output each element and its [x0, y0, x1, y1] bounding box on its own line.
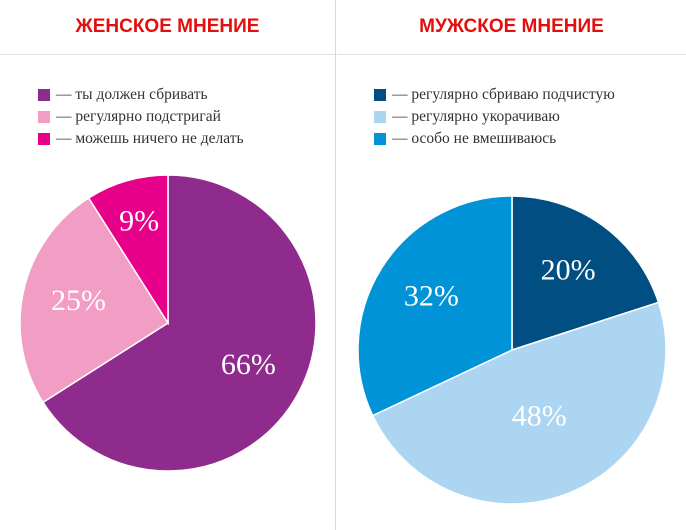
pie-data-label: 20% [541, 254, 596, 287]
slice-shorten-regularly [371, 301, 667, 505]
legend-swatch [38, 111, 50, 123]
legend-item: — особо не вмешиваюсь [374, 128, 615, 150]
legend-item: — регулярно укорачиваю [374, 106, 615, 128]
male-opinion-panel: МУЖСКОЕ МНЕНИЕ [337, 0, 686, 530]
legend-label: — можешь ничего не делать [56, 130, 244, 147]
legend-swatch [374, 89, 386, 101]
slice-trim-regularly [19, 197, 170, 404]
slice-must-shave [42, 174, 317, 472]
pie-data-label: 48% [512, 400, 567, 433]
female-legend: — ты должен сбривать — регулярно подстри… [38, 84, 244, 150]
slice-shave-clean [511, 195, 660, 352]
pie-data-label: 25% [51, 284, 106, 317]
male-opinion-title: МУЖСКОЕ МНЕНИЕ [337, 0, 686, 55]
legend-label: — особо не вмешиваюсь [392, 130, 557, 147]
slice-do-nothing [87, 174, 169, 326]
legend-swatch [38, 89, 50, 101]
legend-item: — регулярно сбриваю подчистую [374, 84, 615, 106]
female-opinion-panel: ЖЕНСКОЕ МНЕНИЕ [0, 0, 336, 530]
legend-swatch [374, 133, 386, 145]
legend-label: — регулярно подстригай [56, 108, 221, 125]
pie-data-label: 66% [221, 348, 276, 381]
legend-item: — регулярно подстригай [38, 106, 244, 128]
slice-no-intervention [357, 195, 513, 417]
legend-label: — ты должен сбривать [56, 86, 208, 103]
legend-item: — можешь ничего не делать [38, 128, 244, 150]
male-legend: — регулярно сбриваю подчистую — регулярн… [374, 84, 615, 150]
legend-item: — ты должен сбривать [38, 84, 244, 106]
pie-data-label: 32% [404, 280, 459, 313]
legend-label: — регулярно сбриваю подчистую [392, 86, 615, 103]
pie-data-label: 9% [119, 204, 159, 237]
legend-swatch [374, 111, 386, 123]
legend-label: — регулярно укорачиваю [392, 108, 560, 125]
female-opinion-title: ЖЕНСКОЕ МНЕНИЕ [0, 0, 335, 55]
legend-swatch [38, 133, 50, 145]
